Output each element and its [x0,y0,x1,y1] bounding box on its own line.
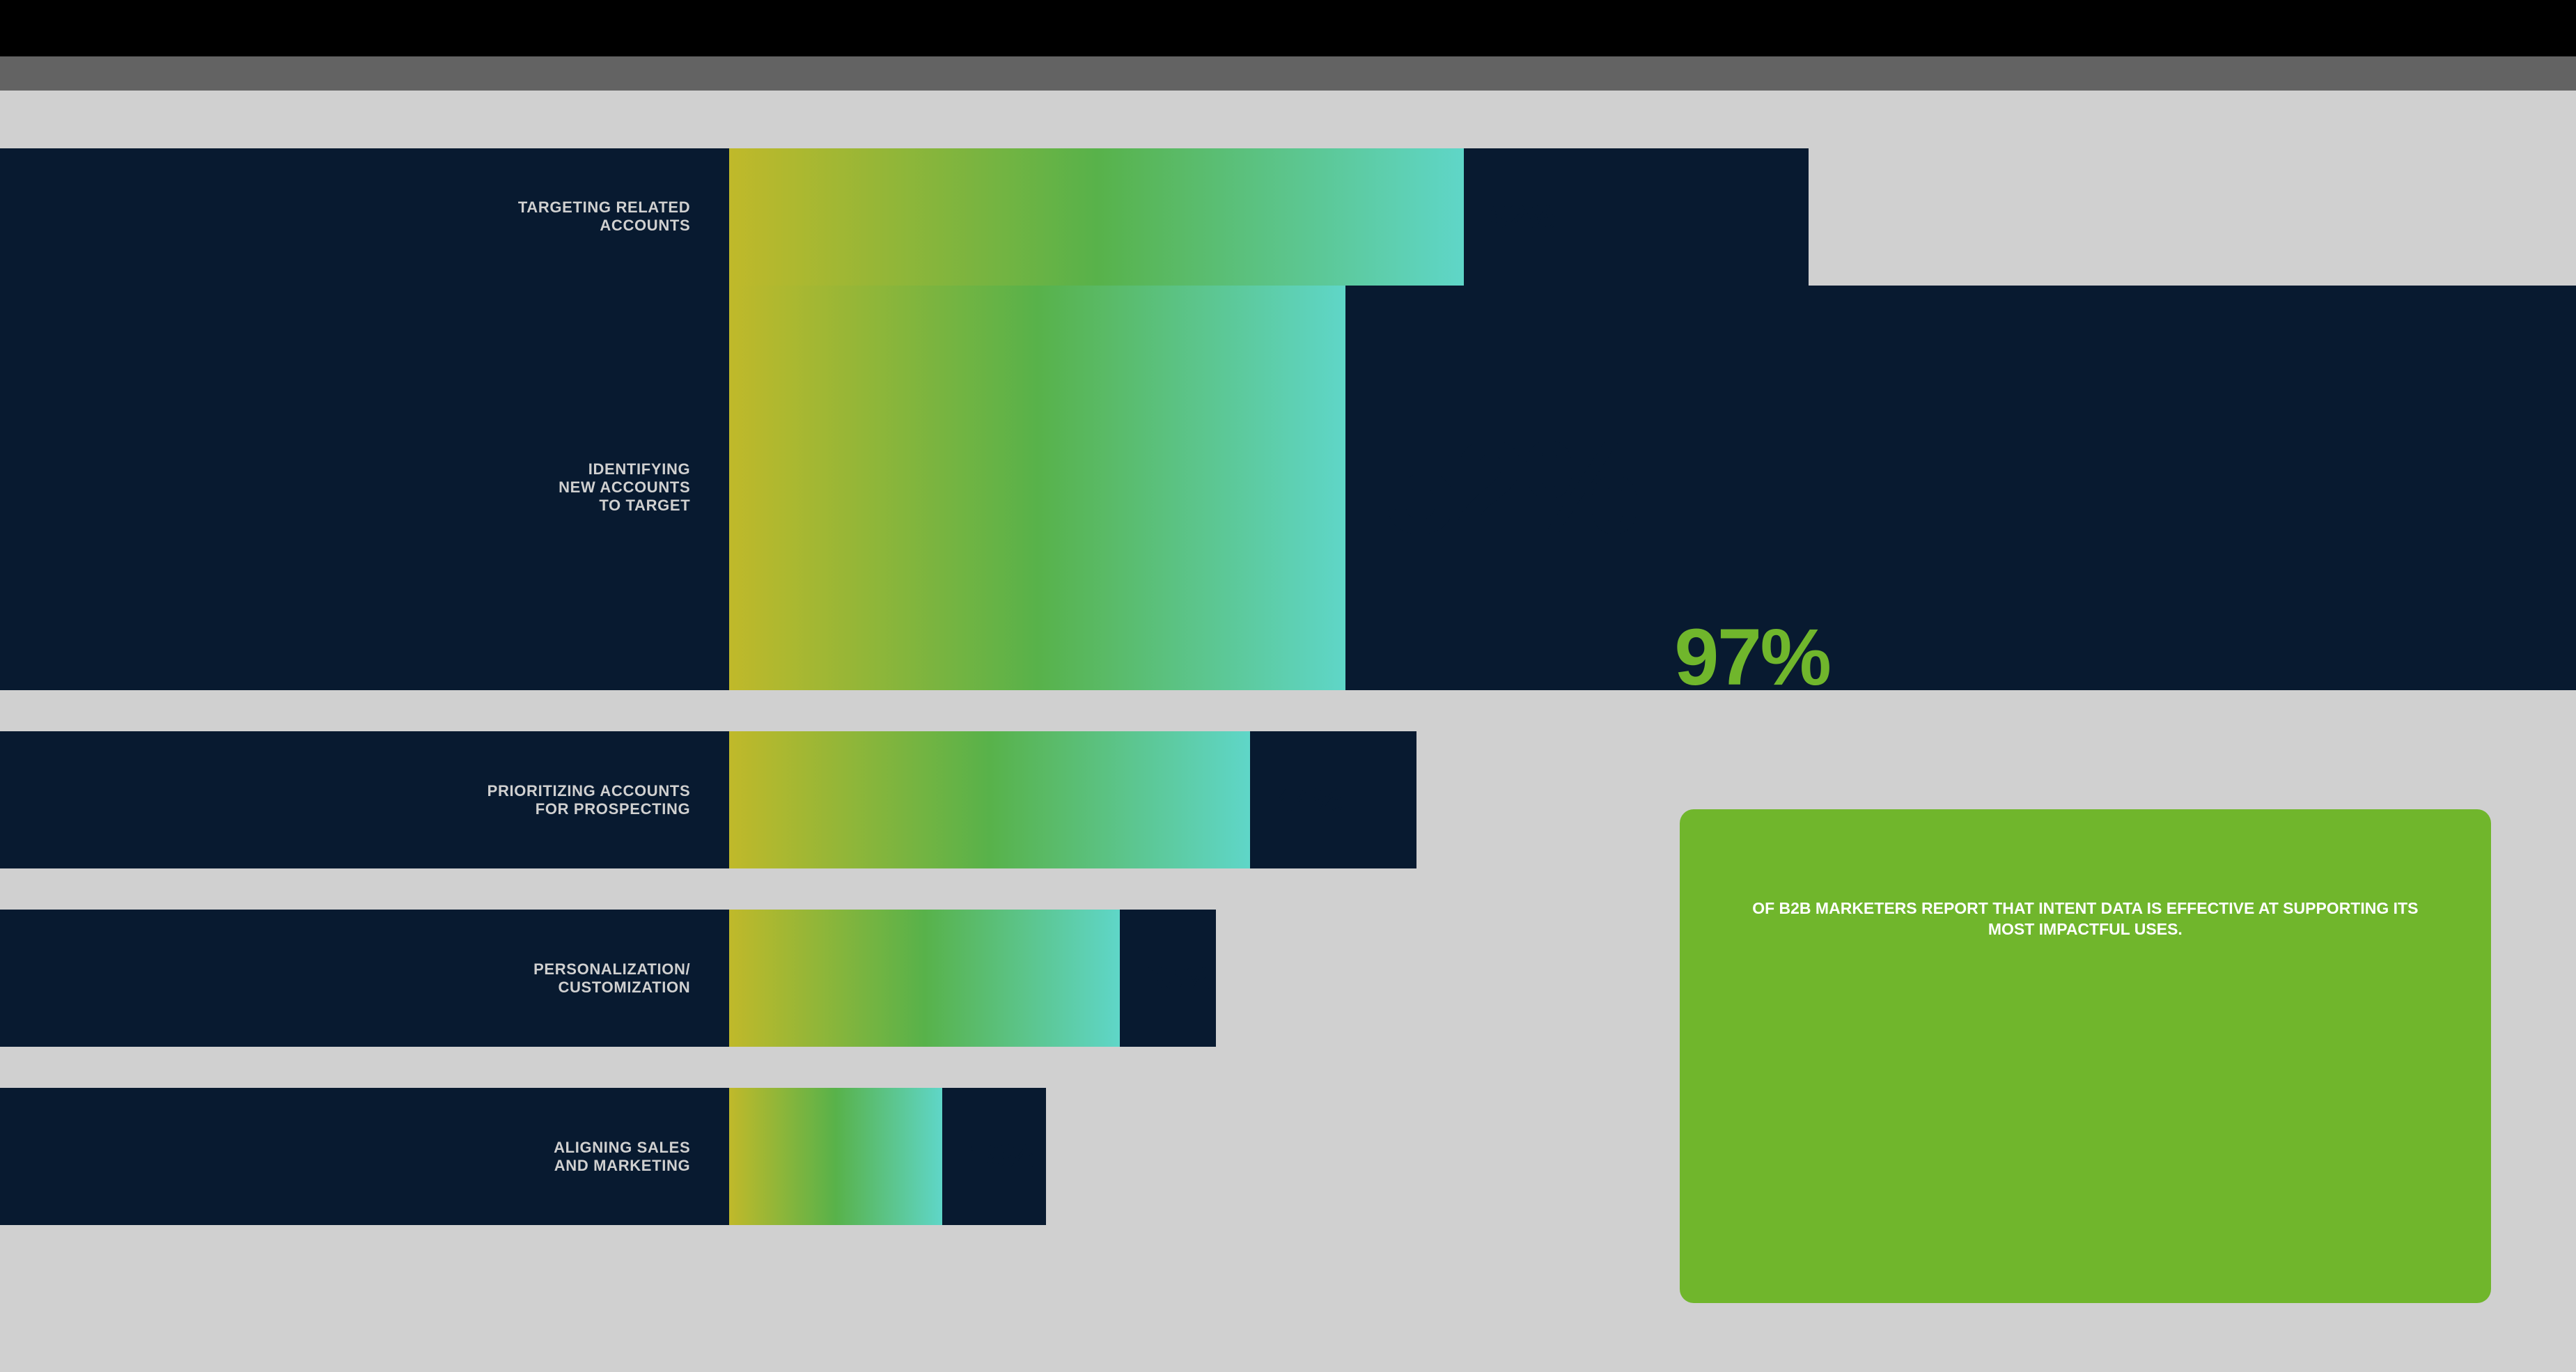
chart-bar [729,731,1251,868]
category-label: TARGETING RELATED ACCOUNTS [0,148,690,286]
callout-percent: 97% [1674,618,1829,698]
category-label: PRIORITIZING ACCOUNTS FOR PROSPECTING [0,731,690,868]
value-label-big: 52% [1384,286,1637,690]
value-label: 18% [968,1088,1035,1225]
value-label: 62% [1490,148,1556,286]
chart-bar [729,286,1345,690]
callout-text: OF B2B MARKETERS REPORT THAT INTENT DATA… [1744,898,2426,940]
callout-box: OF B2B MARKETERS REPORT THAT INTENT DATA… [1680,809,2491,1303]
chart-bar [729,148,1464,286]
chart-bar [729,1088,942,1225]
value-label: 44% [1276,731,1343,868]
category-label: IDENTIFYING NEW ACCOUNTS TO TARGET [0,286,690,690]
chart-bar [729,910,1121,1047]
category-label: PERSONALIZATION/ CUSTOMIZATION [0,910,690,1047]
value-label: 33% [1146,910,1212,1047]
category-label: ALIGNING SALES AND MARKETING [0,1088,690,1225]
